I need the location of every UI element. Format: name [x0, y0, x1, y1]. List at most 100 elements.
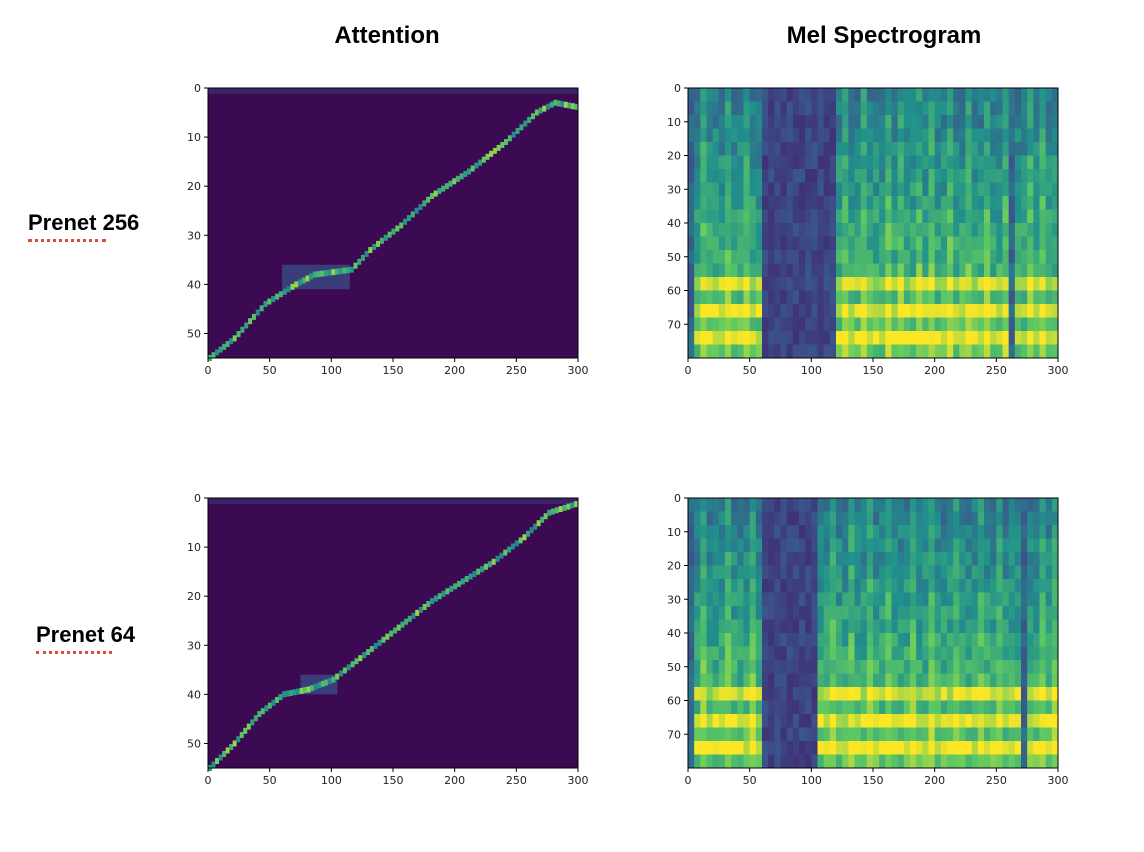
- spectrogram-cell: [1027, 223, 1034, 237]
- attention-cell: [218, 346, 223, 353]
- spectrogram-cell: [836, 142, 843, 156]
- attention-cell: [526, 530, 531, 537]
- top-noise-strip: [208, 498, 578, 504]
- spectrogram-cell: [990, 263, 997, 278]
- spectrogram-cell: [879, 209, 886, 224]
- spectrogram-cell: [737, 196, 744, 210]
- spectrogram-cell: [910, 344, 917, 359]
- spectrogram-cell: [688, 304, 695, 318]
- spectrogram-cell: [755, 331, 763, 345]
- x-tick-label: 200: [444, 364, 465, 377]
- spectrogram-cell: [848, 277, 855, 291]
- spectrogram-cell: [811, 579, 818, 593]
- spectrogram-cell: [1039, 304, 1047, 318]
- spectrogram-cell: [755, 128, 763, 143]
- spectrogram-cell: [873, 128, 880, 143]
- spectrogram-cell: [940, 754, 948, 769]
- spectrogram-cell: [1014, 511, 1022, 526]
- spectrogram-cell: [1051, 525, 1059, 539]
- spectrogram-cell: [1021, 538, 1028, 553]
- spectrogram-cell: [823, 344, 831, 359]
- spectrogram-cell: [1051, 317, 1059, 332]
- spectrogram-cell: [910, 525, 917, 539]
- spectrogram-cell: [934, 592, 942, 607]
- spectrogram-cell: [688, 714, 695, 728]
- y-tick-label: 10: [667, 526, 681, 539]
- spectrogram-cell: [712, 304, 720, 318]
- spectrogram-cell: [805, 277, 812, 291]
- spectrogram-cell: [817, 277, 825, 291]
- spectrogram-cell: [755, 633, 763, 647]
- spectrogram-cell: [984, 646, 991, 661]
- spectrogram-cell: [780, 236, 788, 251]
- spectrogram-cell: [953, 727, 960, 742]
- spectrogram-cell: [694, 511, 701, 526]
- spectrogram-cell: [947, 525, 954, 539]
- spectrogram-cell: [811, 263, 818, 278]
- spectrogram-cell: [965, 331, 973, 345]
- spectrogram-cell: [755, 263, 763, 278]
- spectrogram-cell: [725, 209, 732, 224]
- spectrogram-cell: [1033, 727, 1040, 742]
- spectrogram-cell: [885, 304, 892, 318]
- spectrogram-cell: [947, 263, 954, 278]
- spectrogram-cell: [965, 209, 973, 224]
- spectrogram-cell: [977, 619, 985, 634]
- spectrogram-cell: [977, 250, 985, 264]
- spectrogram-cell: [1002, 498, 1010, 512]
- spectrogram-cell: [725, 511, 732, 526]
- spectrogram-cell: [984, 579, 991, 593]
- spectrogram-cell: [842, 223, 849, 237]
- spectrogram-cell: [786, 727, 794, 742]
- spectrogram-cell: [897, 88, 905, 102]
- spectrogram-cell: [823, 700, 831, 715]
- spectrogram-cell: [953, 196, 960, 210]
- spectrogram-cell: [743, 538, 751, 553]
- spectrogram-cell: [823, 290, 831, 305]
- spectrogram-cell: [959, 101, 966, 116]
- spectrogram-cell: [712, 223, 720, 237]
- spectrogram-cell: [706, 155, 714, 170]
- spectrogram-cell: [743, 498, 751, 512]
- spectrogram-cell: [768, 646, 775, 661]
- spectrogram-cell: [928, 646, 936, 661]
- spectrogram-cell: [1002, 263, 1010, 278]
- spectrogram-cell: [866, 592, 874, 607]
- spectrogram-cell: [1014, 498, 1022, 512]
- attention-cell: [455, 175, 460, 182]
- spectrogram-cell: [977, 579, 985, 593]
- x-tick-label: 150: [383, 774, 404, 787]
- spectrogram-cell: [891, 209, 899, 224]
- spectrogram-cell: [1045, 277, 1053, 291]
- attention-cell: [250, 719, 255, 726]
- attention-cell: [418, 606, 423, 613]
- attention-cell: [492, 147, 497, 154]
- spectrogram-cell: [842, 660, 849, 674]
- spectrogram-cell: [897, 673, 905, 688]
- spectrogram-cell: [879, 115, 886, 129]
- spectrogram-cell: [749, 223, 757, 237]
- spectrogram-cell: [718, 687, 726, 701]
- spectrogram-cell: [706, 236, 714, 251]
- spectrogram-cell: [768, 660, 775, 674]
- spectrogram-cell: [725, 236, 732, 251]
- spectrogram-cell: [811, 660, 818, 674]
- spectrogram-cell: [971, 592, 979, 607]
- spectrogram-cell: [947, 250, 954, 264]
- spectrogram-cell: [749, 317, 757, 332]
- spectrogram-cell: [836, 344, 843, 359]
- spectrogram-cell: [934, 673, 942, 688]
- spectrogram-cell: [916, 209, 923, 224]
- spectrogram-cell: [706, 700, 714, 715]
- attention-cell: [563, 101, 568, 108]
- spectrogram-cell: [749, 619, 757, 634]
- spectrogram-cell: [1002, 290, 1010, 305]
- attention-cell: [391, 228, 396, 235]
- spectrogram-cell: [694, 660, 701, 674]
- spectrogram-cell: [694, 209, 701, 224]
- spectrogram-cell: [1027, 101, 1034, 116]
- spectrogram-cell: [743, 182, 751, 197]
- spectrogram-cell: [977, 236, 985, 251]
- spectrogram-cell: [774, 250, 781, 264]
- spectrogram-cell: [947, 714, 954, 728]
